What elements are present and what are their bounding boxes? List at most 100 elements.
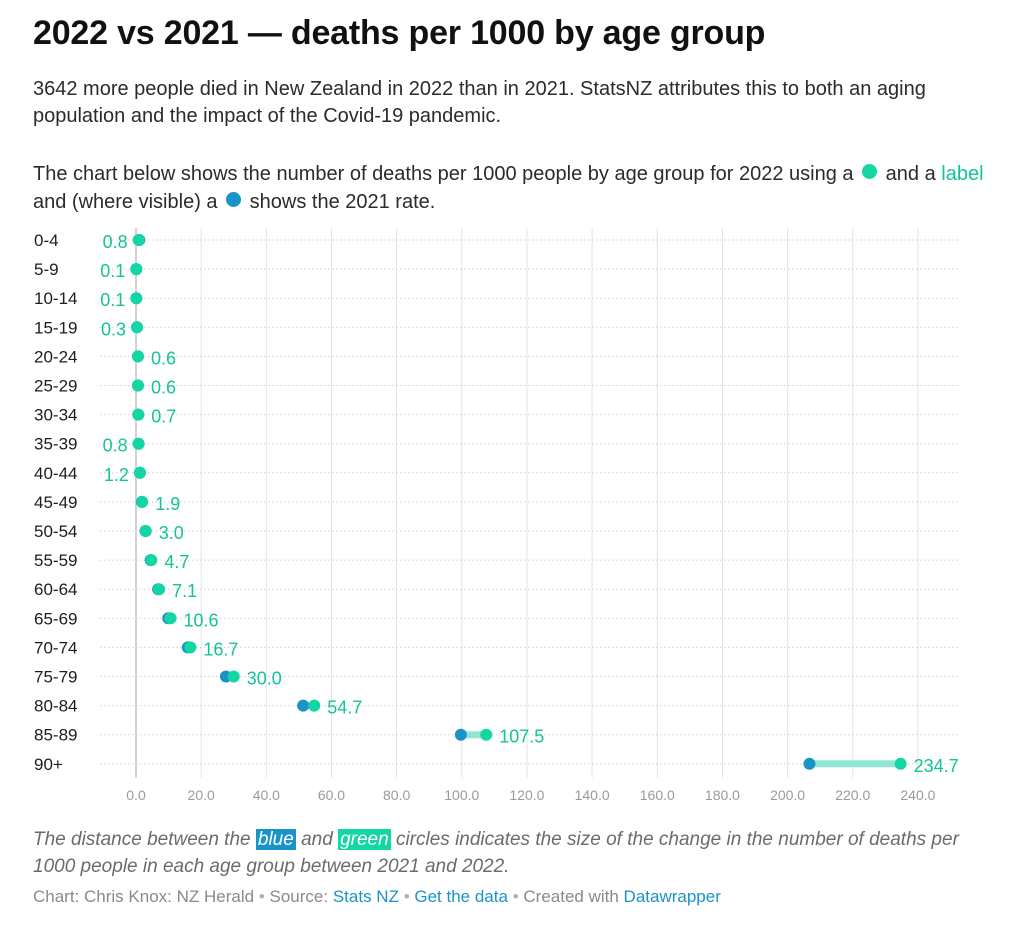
y-category-label: 70-74 bbox=[34, 638, 77, 657]
footer-created-prefix: Created with bbox=[523, 887, 619, 906]
point-2022 bbox=[153, 583, 166, 596]
footer-source-prefix: Source: bbox=[269, 887, 329, 906]
x-tick-label: 100.0 bbox=[444, 787, 479, 803]
datawrapper-link[interactable]: Datawrapper bbox=[623, 887, 721, 906]
x-tick-label: 80.0 bbox=[383, 787, 410, 803]
point-2022 bbox=[132, 408, 145, 421]
point-2021 bbox=[803, 757, 816, 770]
data-label: 1.2 bbox=[104, 465, 129, 485]
y-category-label: 20-24 bbox=[34, 347, 77, 366]
point-2022 bbox=[136, 495, 149, 508]
x-tick-label: 200.0 bbox=[770, 787, 805, 803]
data-label: 0.6 bbox=[151, 378, 176, 398]
data-label: 1.9 bbox=[155, 494, 180, 514]
chart-intro: 3642 more people died in New Zealand in … bbox=[33, 78, 926, 127]
explainer-label-word: label bbox=[941, 163, 984, 185]
y-category-label: 30-34 bbox=[34, 406, 77, 425]
point-2022 bbox=[131, 350, 144, 363]
source-link[interactable]: Stats NZ bbox=[332, 887, 399, 906]
data-label: 7.1 bbox=[172, 581, 197, 601]
footer-separator: • bbox=[258, 887, 265, 906]
point-2022 bbox=[480, 728, 493, 741]
y-category-label: 85-89 bbox=[34, 726, 77, 745]
y-category-label: 40-44 bbox=[34, 464, 77, 483]
point-2022 bbox=[130, 263, 143, 276]
point-2022 bbox=[308, 699, 321, 712]
data-label: 0.1 bbox=[100, 261, 125, 281]
get-data-link[interactable]: Get the data bbox=[414, 887, 508, 906]
note-text-2: and bbox=[301, 829, 333, 850]
footer-separator: • bbox=[512, 887, 519, 906]
y-category-label: 90+ bbox=[34, 755, 63, 774]
chart-explainer: The chart below shows the number of deat… bbox=[33, 160, 993, 216]
data-label: 3.0 bbox=[159, 523, 184, 543]
point-2022 bbox=[130, 292, 143, 305]
row-layer: 0-4 5-9 10-14 15-19 20-24 25-29 30-34 35-39 40-4… bbox=[34, 231, 960, 774]
point-2021 bbox=[454, 728, 467, 741]
y-category-label: 45-49 bbox=[34, 493, 77, 512]
note-text-1: The distance between the bbox=[33, 829, 251, 850]
mark-layer: 0.8 0.1 0.1 0.3 0.6 0.6 0.7 0.8 1.2 1.9 3.0 4.7 7.1 1… bbox=[100, 232, 958, 776]
data-label: 4.7 bbox=[164, 552, 189, 572]
point-2022 bbox=[184, 641, 197, 654]
point-2022 bbox=[132, 437, 145, 450]
y-category-label: 75-79 bbox=[34, 668, 77, 687]
data-label: 30.0 bbox=[247, 669, 282, 689]
point-2022 bbox=[133, 466, 146, 479]
chart-footer: Chart: Chris Knox: NZ Herald • Source: S… bbox=[33, 887, 721, 907]
y-category-label: 50-54 bbox=[34, 522, 77, 541]
x-tick-label: 120.0 bbox=[509, 787, 544, 803]
x-tick-label: 60.0 bbox=[318, 787, 345, 803]
data-label: 0.1 bbox=[100, 290, 125, 310]
note-green-word: green bbox=[338, 829, 391, 850]
explainer-text-1: The chart below shows the number of deat… bbox=[33, 163, 854, 185]
y-category-label: 65-69 bbox=[34, 609, 77, 628]
point-2022 bbox=[131, 379, 144, 392]
data-label: 54.7 bbox=[327, 698, 362, 718]
explainer-text-4: shows the 2021 rate. bbox=[249, 191, 436, 213]
blue-dot-key-icon bbox=[226, 192, 242, 207]
y-category-label: 10-14 bbox=[34, 289, 77, 308]
explainer-text-2: and a bbox=[885, 163, 936, 185]
x-tick-label: 240.0 bbox=[900, 787, 935, 803]
grid-layer: 0.0 20.0 40.0 60.0 80.0 100.0 120.0 140.0 160.0 1… bbox=[126, 228, 936, 803]
chart-note: The distance between the blue and green … bbox=[33, 826, 993, 880]
x-tick-label: 40.0 bbox=[253, 787, 280, 803]
x-tick-label: 140.0 bbox=[575, 787, 610, 803]
chart-title: 2022 vs 2021 — deaths per 1000 by age gr… bbox=[33, 14, 766, 52]
point-2022 bbox=[227, 670, 240, 683]
y-category-label: 0-4 bbox=[34, 231, 59, 250]
data-label: 0.8 bbox=[103, 436, 128, 456]
y-category-label: 55-59 bbox=[34, 551, 77, 570]
y-category-label: 35-39 bbox=[34, 435, 77, 454]
point-2022 bbox=[139, 525, 152, 537]
y-category-label: 25-29 bbox=[34, 377, 77, 396]
data-label: 234.7 bbox=[914, 756, 959, 776]
y-category-label: 80-84 bbox=[34, 697, 77, 716]
explainer-text-3: and (where visible) a bbox=[33, 191, 218, 213]
point-2022 bbox=[145, 554, 158, 567]
y-category-label: 15-19 bbox=[34, 318, 77, 337]
x-tick-label: 0.0 bbox=[126, 787, 146, 803]
data-label: 10.6 bbox=[184, 610, 219, 630]
footer-credit: Chart: Chris Knox: NZ Herald bbox=[33, 887, 255, 906]
data-label: 0.3 bbox=[101, 319, 126, 339]
x-tick-label: 20.0 bbox=[188, 787, 215, 803]
x-tick-label: 220.0 bbox=[835, 787, 870, 803]
point-2021 bbox=[297, 699, 310, 712]
point-2022 bbox=[132, 234, 145, 246]
y-category-label: 5-9 bbox=[34, 260, 59, 279]
x-tick-label: 160.0 bbox=[640, 787, 675, 803]
note-text-3: circles indicates the size of the change… bbox=[33, 829, 959, 877]
footer-separator: • bbox=[403, 887, 410, 906]
note-blue-word: blue bbox=[255, 829, 296, 850]
data-label: 0.7 bbox=[151, 407, 176, 427]
point-2022 bbox=[894, 757, 907, 770]
data-label: 0.8 bbox=[103, 232, 128, 252]
green-dot-key-icon bbox=[862, 164, 878, 179]
y-category-label: 60-64 bbox=[34, 580, 77, 599]
point-2022 bbox=[164, 612, 177, 625]
point-2022 bbox=[130, 321, 143, 334]
